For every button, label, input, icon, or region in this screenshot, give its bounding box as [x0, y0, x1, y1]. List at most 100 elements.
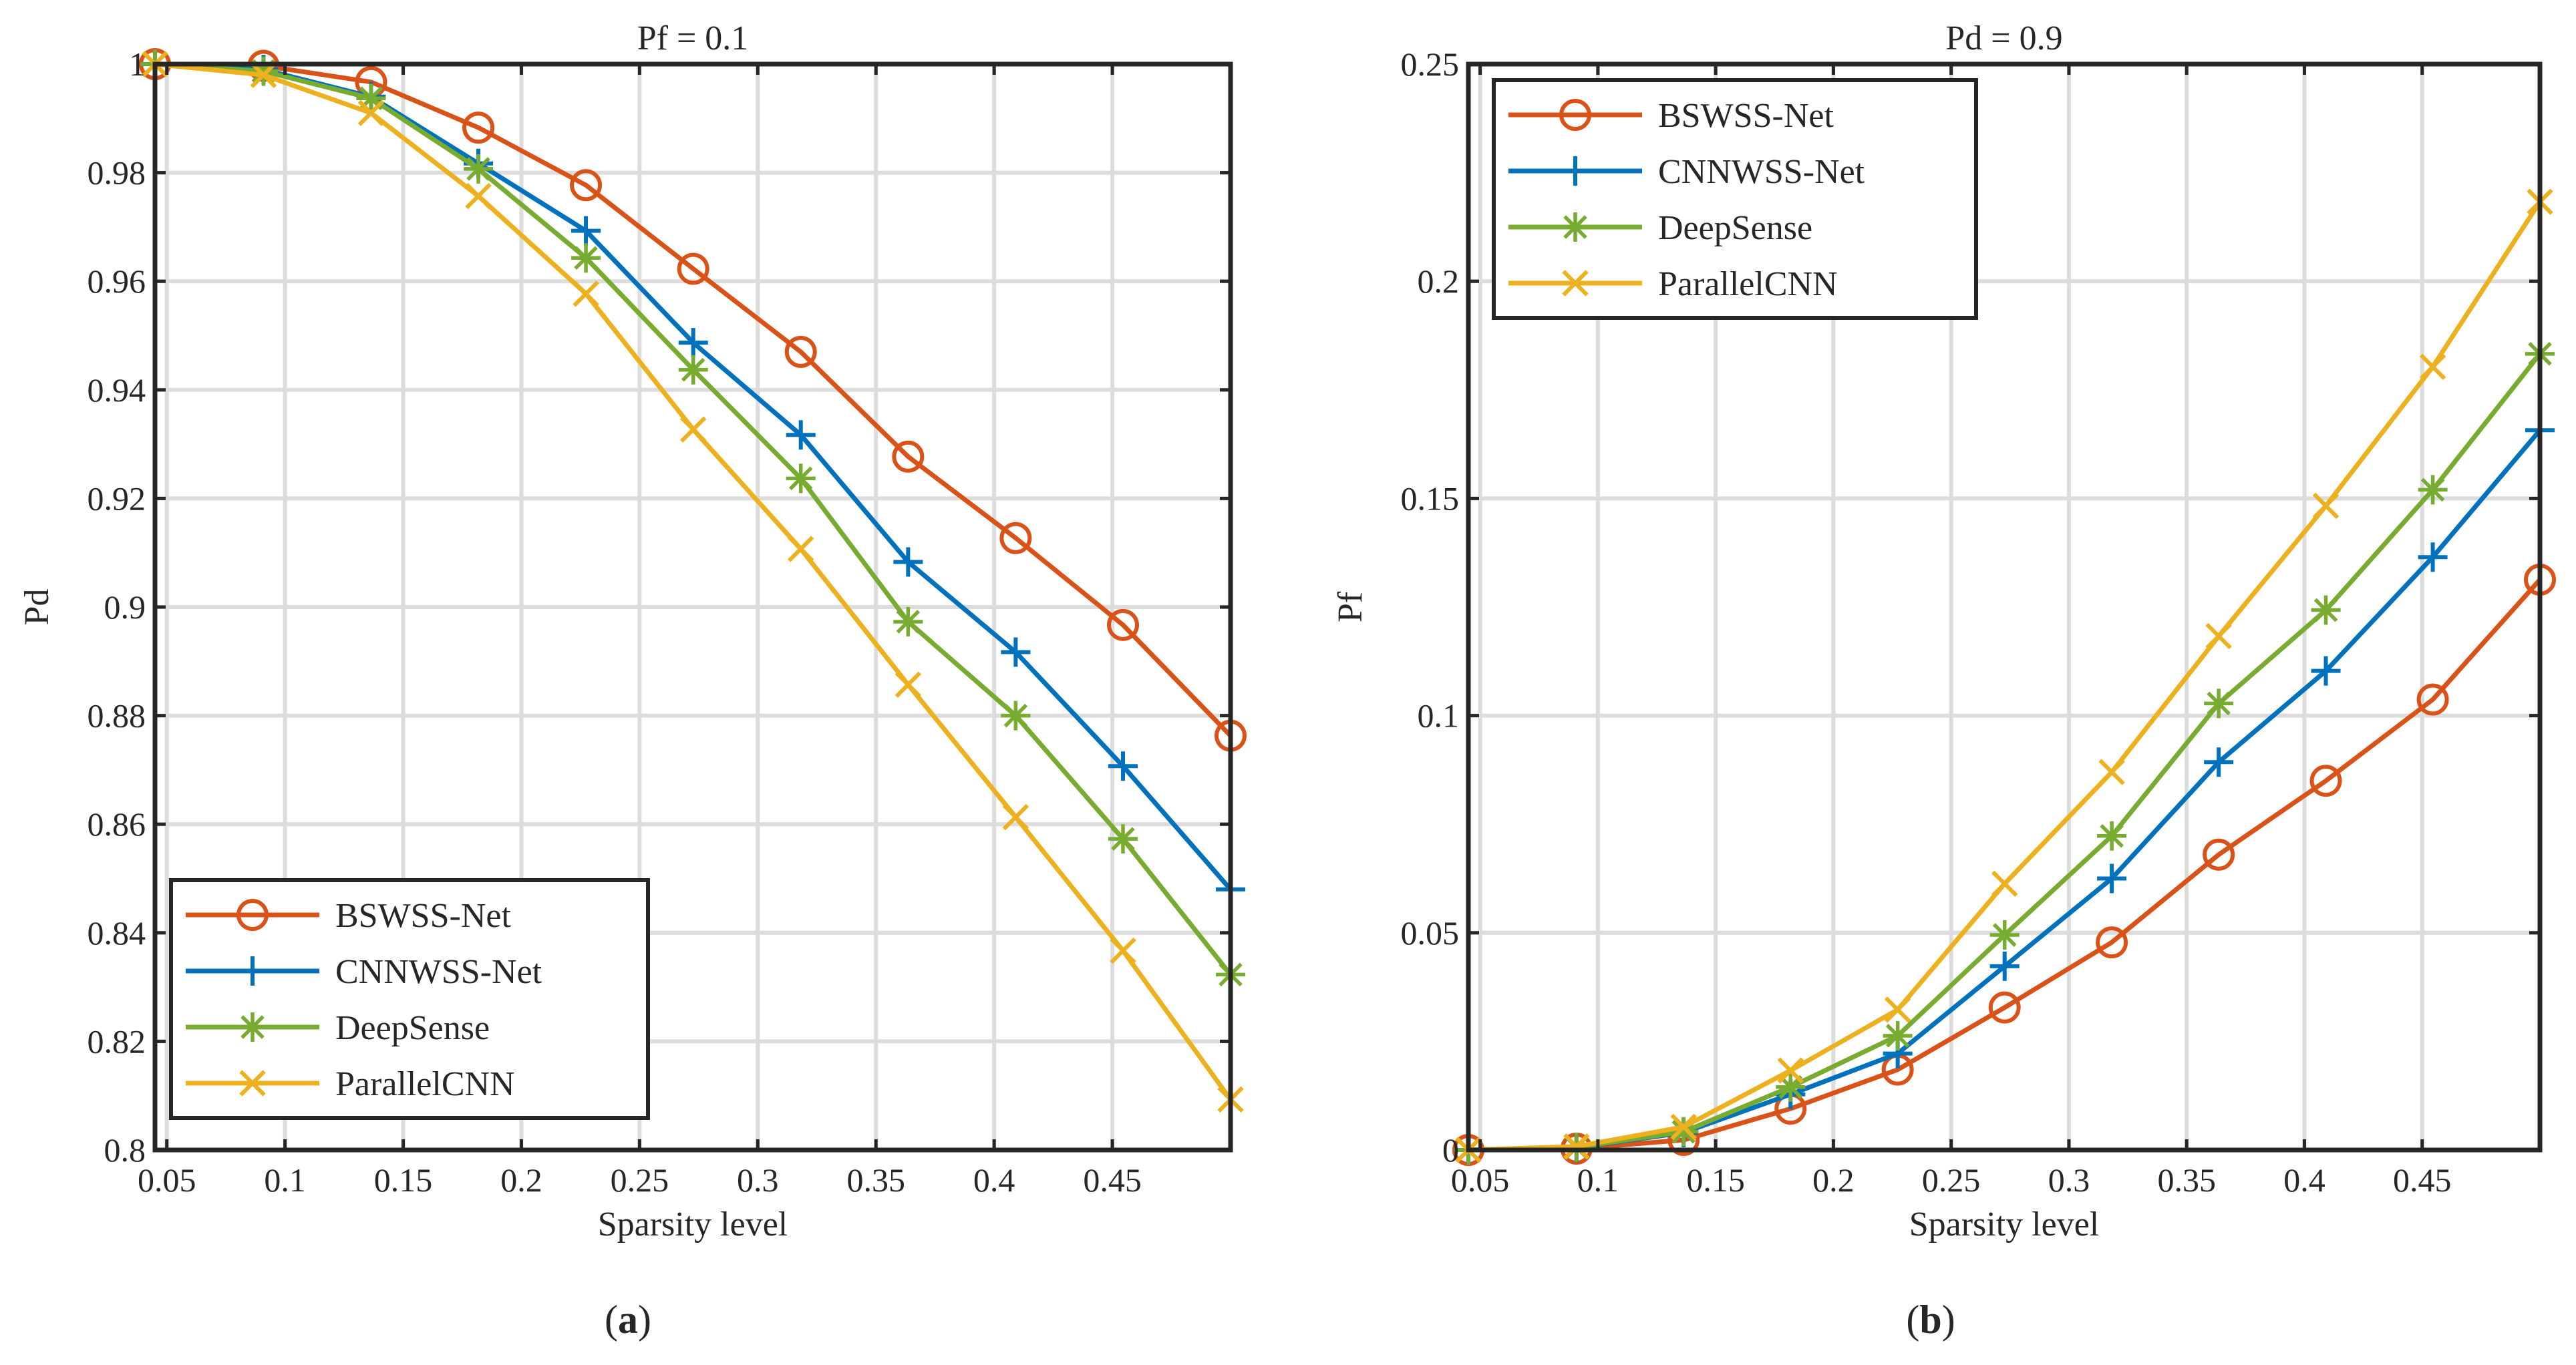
- data-point: [1988, 991, 2021, 1024]
- data-point: [787, 536, 814, 562]
- data-point: [1108, 824, 1138, 854]
- x-tick-label: 0.2: [1812, 1161, 1855, 1199]
- data-point: [1777, 1057, 1804, 1084]
- data-point: [892, 440, 925, 473]
- series-parallelcnn: [1455, 188, 2553, 1163]
- x-tick-label: 0.4: [2283, 1161, 2325, 1199]
- y-tick-label: 0.25: [1401, 45, 1460, 83]
- chart-title: Pf = 0.1: [637, 19, 749, 57]
- data-point: [893, 606, 923, 636]
- data-point: [786, 420, 816, 450]
- data-point: [2311, 656, 2341, 686]
- y-tick-label: 1: [129, 45, 146, 83]
- chart-title: Pd = 0.9: [1945, 19, 2062, 57]
- data-point: [1991, 870, 2018, 898]
- caption-paren: (: [1906, 1298, 1919, 1342]
- data-point: [999, 522, 1032, 554]
- y-tick-label: 0: [1442, 1131, 1459, 1169]
- data-point: [2416, 683, 2449, 716]
- legend-entry: DeepSense: [1508, 209, 1812, 247]
- data-point: [571, 216, 601, 246]
- x-tick-label: 0.15: [1686, 1161, 1745, 1199]
- y-tick-label: 0.92: [88, 479, 146, 517]
- chart-b: 0.05 0.1 0.15 0.2 0.25 0.3 0.35 0.4 0.4500.050.1…: [1331, 19, 2556, 1342]
- y-tick-label: 0.82: [88, 1022, 146, 1060]
- x-tick-label: 0.35: [846, 1161, 905, 1199]
- legend-label: BSWSS-Net: [335, 897, 511, 935]
- legend-marker: [238, 956, 267, 986]
- data-point: [356, 83, 386, 114]
- y-tick-label: 0.15: [1401, 479, 1460, 517]
- data-point: [2098, 759, 2125, 785]
- data-point: [786, 463, 816, 494]
- legend-marker: [1559, 99, 1591, 131]
- y-tick-label: 0.05: [1401, 914, 1460, 952]
- data-point: [2418, 475, 2448, 505]
- legend-marker: [239, 1070, 266, 1097]
- x-tick-label: 0.05: [138, 1161, 196, 1199]
- legend-entry: CNNWSS-Net: [1508, 153, 1865, 191]
- data-point: [1670, 1113, 1697, 1141]
- data-point: [1002, 803, 1029, 831]
- data-point: [1108, 751, 1138, 781]
- data-point: [249, 56, 279, 86]
- x-tick-label: 0.1: [264, 1161, 306, 1199]
- y-axis-label: Pd: [18, 589, 56, 626]
- data-point: [2312, 492, 2340, 520]
- x-tick-label: 0.3: [737, 1161, 779, 1199]
- data-point: [1110, 937, 1136, 964]
- data-point: [784, 335, 817, 368]
- x-tick-label: 0.45: [1083, 1161, 1142, 1199]
- legend-marker: [236, 899, 269, 931]
- y-tick-label: 0.2: [1418, 262, 1460, 300]
- x-tick-label: 0.15: [374, 1161, 433, 1199]
- y-tick-label: 0.88: [88, 697, 146, 735]
- data-point: [2097, 863, 2127, 894]
- y-tick-label: 0.94: [88, 371, 146, 409]
- data-point: [2097, 821, 2127, 851]
- subfigure-caption: (b): [1906, 1298, 1955, 1342]
- data-point: [895, 671, 922, 698]
- y-tick-label: 0.1: [1418, 697, 1460, 735]
- y-tick-label: 0.96: [88, 262, 146, 300]
- x-tick-label: 0.25: [611, 1161, 669, 1199]
- x-tick-label: 0.25: [1922, 1161, 1981, 1199]
- data-point: [1001, 701, 1031, 731]
- legend-entry: BSWSS-Net: [1508, 97, 1834, 135]
- data-point: [678, 328, 708, 358]
- legend-label: ParallelCNN: [1658, 265, 1838, 303]
- x-tick-label: 0.3: [2048, 1161, 2090, 1199]
- y-tick-label: 0.86: [88, 805, 146, 843]
- x-axis-label: Sparsity level: [598, 1205, 788, 1243]
- legend-marker: [1561, 156, 1590, 186]
- series-line: [154, 61, 1233, 738]
- data-point: [1884, 996, 1911, 1023]
- data-point: [250, 61, 277, 88]
- subfigure-caption: (a): [605, 1298, 651, 1342]
- legend-label: DeepSense: [1658, 209, 1812, 247]
- x-tick-label: 0.4: [973, 1161, 1015, 1199]
- legend-entry: BSWSS-Net: [186, 897, 511, 935]
- caption-paren: ): [1942, 1298, 1955, 1342]
- legend-entry: DeepSense: [186, 1009, 490, 1047]
- data-point: [571, 243, 601, 273]
- data-point: [1989, 920, 2020, 950]
- x-tick-label: 0.45: [2393, 1161, 2452, 1199]
- x-tick-label: 0.2: [500, 1161, 542, 1199]
- data-point: [2419, 353, 2446, 381]
- legend-marker: [1562, 270, 1589, 297]
- x-tick-label: 0.05: [1451, 1161, 1510, 1199]
- data-point: [1883, 1020, 1913, 1050]
- data-point: [1776, 1072, 1806, 1102]
- data-point: [573, 280, 599, 307]
- y-tick-label: 0.84: [88, 914, 146, 952]
- caption-paren: ): [638, 1298, 651, 1342]
- legend-marker: [238, 1012, 267, 1042]
- legend: BSWSS-Net CNNWSS-Net DeepSense ParallelCNN: [1492, 78, 1978, 320]
- legend-entry: ParallelCNN: [186, 1065, 515, 1103]
- legend-label: DeepSense: [335, 1009, 490, 1047]
- legend-entry: ParallelCNN: [1508, 265, 1838, 303]
- data-point: [1563, 1133, 1590, 1160]
- data-point: [357, 100, 385, 126]
